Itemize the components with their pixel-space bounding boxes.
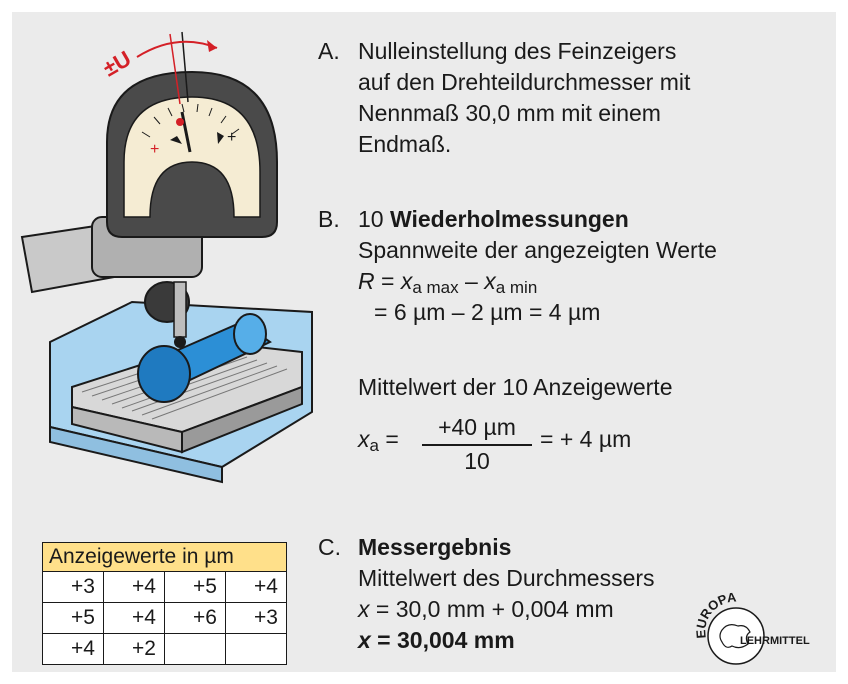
table-cell: +3 [225, 602, 287, 634]
step-c-line-2: Mittelwert des Durchmessers [358, 565, 655, 591]
table-cell: +4 [42, 633, 104, 665]
tolerance-label: ±U [99, 46, 136, 82]
logo-bottom-text: LEHRMITTEL [740, 635, 810, 647]
turned-part-far-end [233, 313, 267, 355]
v-block-right [181, 385, 303, 454]
table-cell: +4 [103, 602, 165, 634]
step-a-letter: A. [318, 38, 340, 64]
mean-result: = + 4 µm [540, 426, 632, 452]
table-cell: +4 [225, 571, 287, 603]
mean-denominator: 10 [464, 448, 490, 474]
tolerance-arc-arrow [207, 40, 217, 52]
table-cell [164, 633, 226, 665]
step-b-number: 10 [358, 206, 384, 232]
range-result: = 6 µm – 2 µm = 4 µm [374, 299, 601, 325]
mean-numerator: +40 µm [438, 414, 516, 440]
tolerance-arc [136, 40, 218, 58]
mean-label: Mittelwert der 10 Anzeigewerte [358, 374, 673, 400]
step-c-line-3: x = 30,0 mm + 0,004 mm [358, 596, 614, 622]
reference-line [181, 31, 189, 103]
diagram-panel: + + ±U A. Nulleinstellung des Feinzeiger… [12, 12, 836, 672]
spindle [173, 281, 187, 338]
mean-fraction-bar [422, 444, 532, 446]
dial-ticks [141, 103, 240, 138]
tolerance-mark-right [217, 132, 224, 144]
dial-plus-right: + [227, 129, 236, 146]
table-cell: +4 [103, 571, 165, 603]
step-c-result: x = 30,004 mm [358, 627, 515, 653]
globe-icon [707, 607, 765, 665]
step-b-title: Wiederholmessungen [389, 206, 629, 232]
pointer-dot [176, 118, 184, 126]
step-b-letter: B. [318, 206, 340, 232]
step-a-line-1: Nulleinstellung des Feinzeigers [358, 38, 677, 64]
table-cell: +5 [164, 571, 226, 603]
tolerance-line [169, 33, 181, 105]
dial-pointer [180, 111, 192, 153]
step-a-line-3: Nennmaß 30,0 mm mit einem [358, 100, 661, 126]
europa-lehrmittel-logo: EUROPA LEHRMITTEL [693, 590, 810, 665]
table-cell [225, 633, 287, 665]
indicator-values-table: Anzeigewerte in µm +3 +4 +5 +4 +5 +4 +6 … [42, 542, 287, 665]
dial-face [123, 96, 261, 218]
step-c-title: Messergebnis [358, 534, 512, 560]
step-b-title-line: 10 Wiederholmessungen [358, 204, 717, 235]
mean-formula: xa = +40 µm 10 = + 4 µm [358, 414, 678, 482]
step-a-line-2: auf den Drehteildurchmesser mit [358, 69, 691, 95]
tolerance-mark-left [170, 136, 182, 144]
mean-lhs: xa = [358, 426, 399, 455]
table-cell: +3 [42, 571, 104, 603]
table-cell: +5 [42, 602, 104, 634]
step-b-line-2: Spannweite der angezeigten Werte [358, 237, 717, 263]
range-formula: R = xa max – xa min [358, 268, 538, 297]
mean-block: Mittelwert der 10 Anzeigewerte [358, 372, 673, 403]
europe-map-shape [719, 624, 751, 649]
turned-part-end [137, 345, 191, 403]
dial-plus-left: + [150, 141, 159, 158]
table-row: +5 +4 +6 +3 [42, 602, 287, 634]
table-cell: +6 [164, 602, 226, 634]
table-row: +4 +2 [42, 633, 287, 665]
table-row: +3 +4 +5 +4 [42, 571, 287, 603]
probe-tip [174, 336, 186, 348]
step-c-letter: C. [318, 534, 341, 560]
dial-indicator-illustration: + + ±U [20, 31, 313, 484]
base-block-side [49, 425, 223, 484]
step-a-line-4: Endmaß. [358, 131, 452, 157]
table-header: Anzeigewerte in µm [42, 542, 287, 572]
table-cell: +2 [103, 633, 165, 665]
